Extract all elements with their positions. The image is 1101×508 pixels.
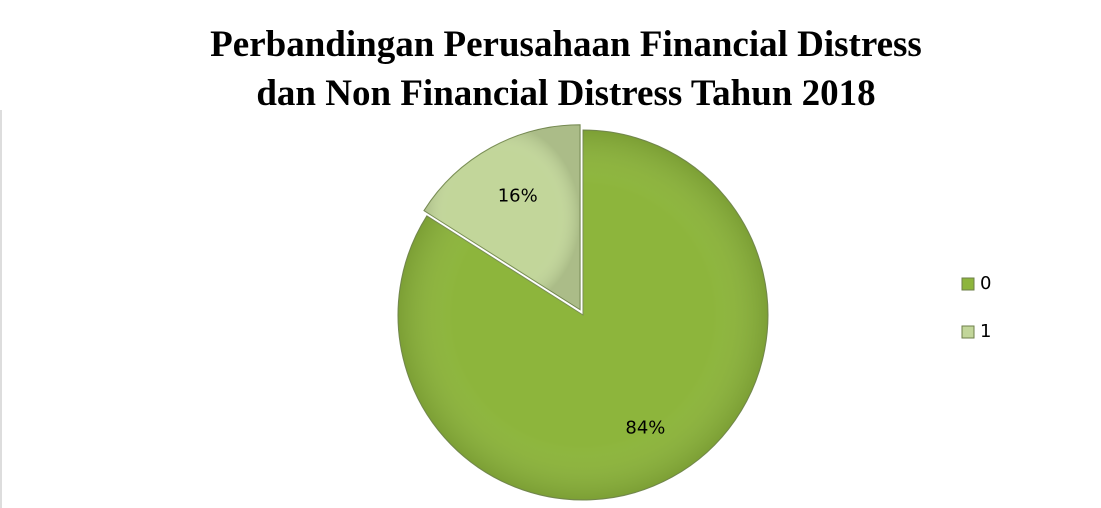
slice-shade — [423, 124, 581, 310]
legend-label: 1 — [980, 321, 991, 342]
slice-shade — [398, 130, 769, 500]
data-label: 84% — [625, 417, 665, 438]
data-label: 16% — [498, 185, 538, 206]
legend-label: 0 — [980, 273, 991, 294]
chart-title: Perbandingan Perusahaan Financial Distre… — [210, 24, 922, 65]
legend-swatch — [961, 277, 975, 291]
legend-swatch — [961, 325, 975, 339]
chart-title: dan Non Financial Distress Tahun 2018 — [256, 73, 875, 114]
